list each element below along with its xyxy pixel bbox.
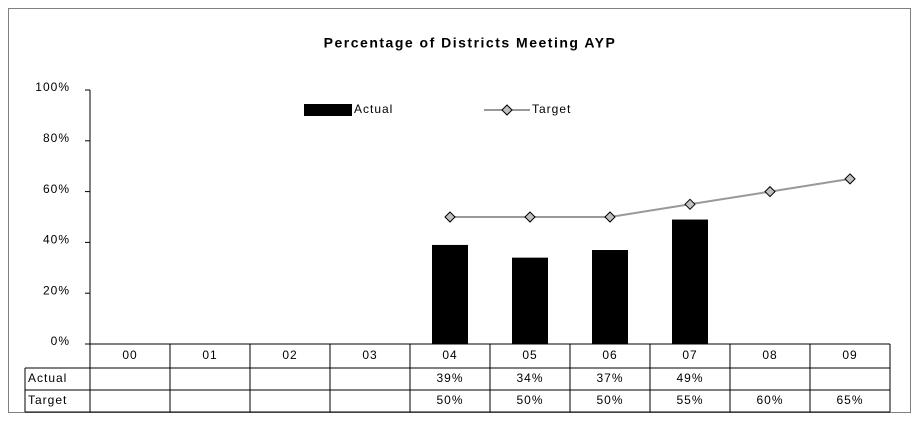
marker	[604, 211, 616, 223]
table-value: 55%	[676, 393, 703, 407]
table-row-header: Target	[28, 393, 67, 407]
marker	[764, 185, 776, 198]
legend-label: Actual	[354, 102, 393, 116]
marker	[844, 173, 856, 185]
x-tick-label: 01	[202, 348, 217, 362]
y-tick-label: 60%	[43, 182, 70, 196]
legend-swatch	[304, 104, 352, 116]
bar	[592, 250, 628, 344]
table-value: 34%	[516, 371, 543, 385]
y-tick-label: 20%	[43, 283, 70, 297]
y-tick-label: 40%	[43, 233, 70, 247]
marker	[524, 211, 536, 223]
legend-marker	[501, 104, 513, 116]
table-value: 37%	[596, 371, 623, 385]
bar	[672, 219, 708, 344]
y-tick-label: 100%	[35, 80, 70, 94]
x-tick-label: 00	[122, 348, 137, 362]
table-value: 50%	[436, 393, 463, 407]
chart-frame	[8, 8, 911, 413]
table-row-header: Actual	[28, 371, 67, 385]
table-value: 50%	[516, 393, 543, 407]
x-tick-label: 02	[282, 348, 297, 362]
x-tick-label: 04	[442, 348, 457, 362]
x-tick-label: 07	[682, 348, 697, 362]
x-tick-label: 08	[762, 348, 777, 362]
y-tick-label: 0%	[51, 334, 70, 348]
table-value: 50%	[596, 393, 623, 407]
bar	[512, 257, 548, 344]
x-tick-label: 06	[602, 348, 617, 362]
table-value: 60%	[756, 393, 783, 407]
marker	[444, 211, 456, 223]
chart-title: Percentage of Districts Meeting AYP	[324, 35, 617, 51]
y-tick-label: 80%	[43, 131, 70, 145]
bar	[432, 244, 468, 344]
legend-label: Target	[532, 102, 571, 116]
x-tick-label: 03	[362, 348, 377, 362]
table-value: 65%	[836, 393, 863, 407]
line	[450, 177, 851, 218]
x-tick-label: 09	[842, 348, 857, 362]
x-tick-label: 05	[522, 348, 537, 362]
table-value: 39%	[436, 371, 463, 385]
marker	[684, 198, 696, 211]
table-value: 49%	[676, 371, 703, 385]
